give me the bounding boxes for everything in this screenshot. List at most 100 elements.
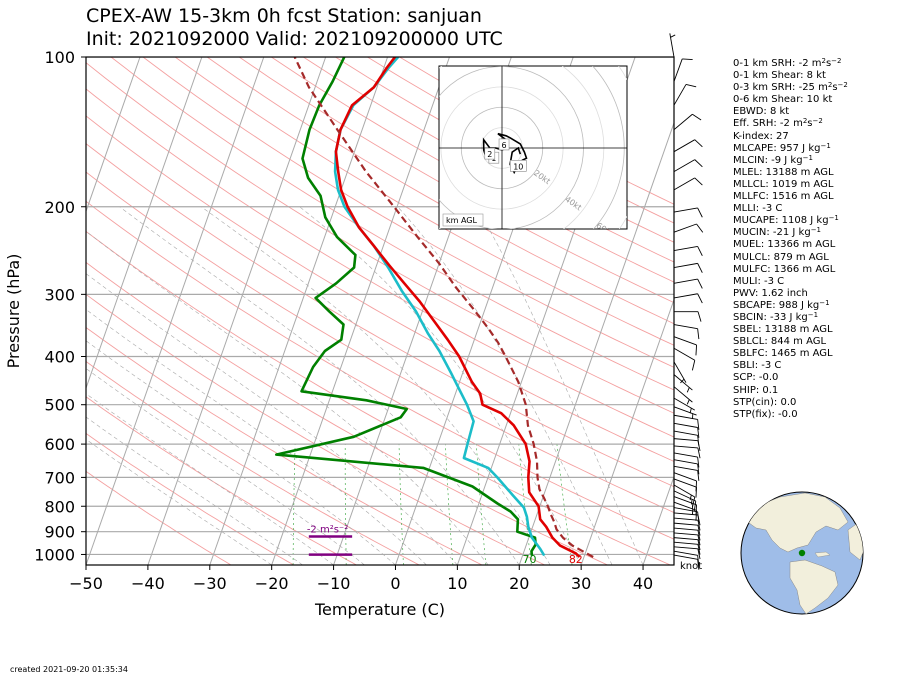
wind-barb: [673, 478, 698, 498]
dry-adiabat: [86, 293, 545, 565]
moist-adiabat: [86, 368, 365, 565]
y-tick-label: 900: [44, 523, 75, 542]
wind-barb: [673, 336, 698, 356]
axes: -2 m²s⁻² 82 70 −50 −40 −30 −20 −10 0 10 20 30 40 100 2…: [4, 48, 702, 619]
plot-frame: [85, 56, 675, 566]
isotherm: [518, 121, 674, 565]
y-tick-label: 100: [44, 48, 75, 67]
dry-adiabat: [86, 470, 232, 565]
wind-barb: [673, 278, 703, 289]
wind-barb: [673, 113, 702, 131]
dry-adiabat: [271, 57, 674, 283]
isotherm: [209, 57, 389, 565]
moist-adiabat: [119, 206, 520, 565]
x-tick-label: −20: [255, 574, 289, 593]
hodograph-height-label: 2: [487, 150, 492, 159]
created-timestamp: created 2021-09-20 01:35:34: [10, 665, 128, 674]
wind-barb: [673, 422, 700, 438]
hodograph-ring-label: 60kt: [595, 221, 615, 239]
stat-line: SBLI: -3 C: [733, 360, 782, 372]
stat-line: MLEL: 13188 m AGL: [733, 166, 834, 178]
y-tick-label: 1000: [34, 545, 75, 564]
stat-line: MUEL: 13366 m AGL: [733, 239, 836, 251]
dry-adiabat: [238, 57, 674, 304]
north-america-land: [744, 492, 849, 553]
y-tick-label: 600: [44, 435, 75, 454]
wind-barb: [673, 554, 700, 570]
isotherm: [86, 57, 141, 213]
wind-barb: [673, 177, 703, 191]
isotherm: [86, 57, 265, 565]
stat-line: SBCAPE: 988 J kg−1: [733, 298, 830, 311]
dry-adiabat: [86, 230, 671, 565]
sounding-parameters: 0-1 km SRH: -2 m2s−2 0-1 km Shear: 8 kt 0-…: [733, 58, 848, 421]
isotherm: [642, 475, 674, 565]
stat-line: K-index: 27: [733, 130, 789, 142]
moist-adiabat: [86, 340, 396, 565]
x-tick-label: −30: [193, 574, 227, 593]
wind-barb: [673, 159, 703, 173]
wind-barb: [673, 361, 687, 384]
stat-line: MUCAPE: 1108 J kg−1: [733, 214, 839, 227]
wind-barb: [673, 324, 700, 340]
stat-line: SBEL: 13188 m AGL: [733, 324, 833, 336]
srh-annotation: -2 m²s⁻²: [307, 524, 348, 535]
wind-barb: [673, 541, 701, 555]
wind-barb: [673, 414, 700, 430]
x-tick-label: −10: [317, 574, 351, 593]
x-tick-label: −50: [69, 574, 103, 593]
stat-line: MUCIN: -21 J kg−1: [733, 226, 822, 239]
wind-barb: [673, 452, 700, 468]
wind-barb: [673, 537, 701, 551]
wind-barb: [673, 459, 700, 475]
dry-adiabat: [86, 432, 294, 565]
hodograph-frame: [438, 65, 628, 230]
globe-inset: [740, 491, 864, 615]
moist-adiabat: [86, 438, 272, 565]
dry-adiabat: [86, 62, 674, 414]
dry-adiabat: [110, 57, 674, 391]
wind-barb: [673, 484, 696, 508]
dry-adiabat: [174, 57, 674, 346]
hodograph-height-label: 6: [501, 141, 506, 150]
hodograph-height-label: 10: [513, 162, 523, 171]
wind-barb: [673, 207, 703, 218]
y-tick-label: 400: [44, 348, 75, 367]
wind-barb: [673, 522, 701, 536]
x-tick-label: 40: [633, 574, 653, 593]
y-tick-label: 200: [44, 198, 75, 217]
stat-line: STP(fix): -0.0: [733, 408, 798, 420]
stat-line: 0-6 km Shear: 10 kt: [733, 94, 833, 106]
moist-adiabat: [86, 309, 427, 565]
x-tick-label: −40: [131, 574, 165, 593]
y-tick-label: 800: [44, 497, 75, 516]
wind-barb: [673, 507, 700, 523]
dry-adiabat: [86, 115, 674, 462]
stat-line: SBLCL: 844 m AGL: [733, 336, 827, 348]
mixing-ratio-line: [445, 444, 454, 565]
wind-barb: [673, 465, 700, 481]
wind-barb: [673, 445, 701, 459]
dry-adiabat: [86, 326, 483, 565]
stat-line: SHIP: 0.1: [733, 384, 779, 396]
south-america-land: [789, 559, 839, 614]
stat-line: SCP: -0.0: [733, 372, 779, 384]
wind-barb: [673, 397, 696, 414]
dry-adiabat: [86, 88, 674, 438]
mixing-ratio-line: [475, 444, 487, 565]
stat-line: MLLFC: 1516 m AGL: [733, 191, 834, 203]
chart-title: CPEX-AW 15-3km 0h fcst Station: sanjuan: [86, 5, 482, 27]
wind-barb: [673, 490, 697, 512]
stat-line: EBWD: 8 kt: [733, 106, 790, 118]
surface-temp-label: 82: [569, 553, 583, 566]
dry-adiabat: [86, 200, 674, 540]
dry-adiabat: [86, 171, 674, 514]
y-tick-label: 300: [44, 285, 75, 304]
station-location-dot: [798, 549, 806, 557]
wind-barb: [673, 262, 703, 273]
moist-adiabat: [86, 273, 458, 565]
parcel-profile: [293, 57, 594, 558]
caribbean-islands: [814, 551, 831, 558]
isotherm: [147, 57, 327, 565]
